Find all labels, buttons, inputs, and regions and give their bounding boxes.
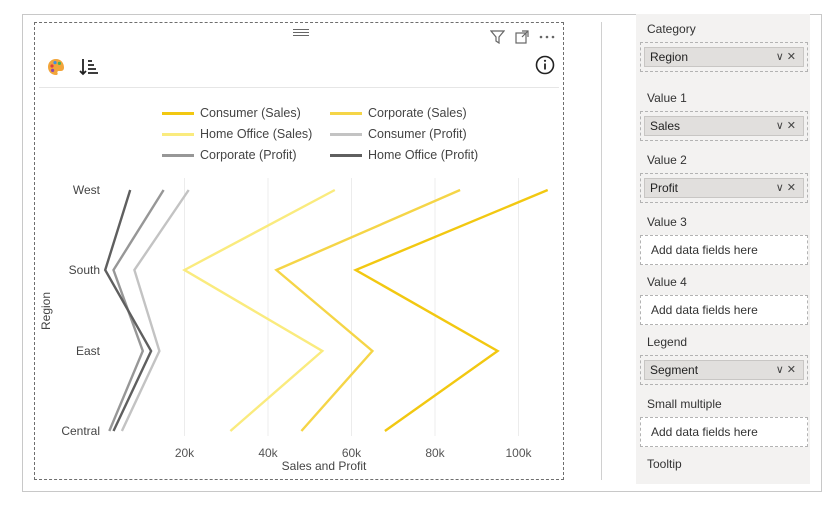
more-options-icon[interactable] xyxy=(539,30,555,44)
legend-item[interactable]: Consumer (Profit) xyxy=(330,127,467,141)
legend-item[interactable]: Corporate (Sales) xyxy=(330,106,467,120)
field-well-placeholder: Add data fields here xyxy=(651,425,758,439)
series-line-home-office-profit[interactable] xyxy=(103,189,153,432)
series-line-corporate-profit[interactable] xyxy=(108,189,165,432)
visual-header-icons xyxy=(490,30,555,44)
field-pill-label: Segment xyxy=(650,363,699,377)
field-well-label: Value 1 xyxy=(647,91,687,105)
field-well-label: Value 3 xyxy=(647,215,687,229)
field-well-value-1[interactable]: Sales ∨✕ xyxy=(640,111,808,141)
visual-container[interactable] xyxy=(34,22,564,480)
legend-swatch xyxy=(162,111,194,115)
pane-divider xyxy=(601,22,602,480)
field-pill-label: Sales xyxy=(650,119,681,133)
chevron-down-and-close-icon[interactable]: ∨✕ xyxy=(775,364,799,376)
x-tick-label: 40k xyxy=(258,446,278,460)
focus-mode-icon[interactable] xyxy=(515,30,529,44)
legend-item[interactable]: Home Office (Sales) xyxy=(162,127,312,141)
y-tick-label: East xyxy=(76,344,101,358)
series-line-corporate-sales[interactable] xyxy=(274,188,461,432)
visual-toolbar xyxy=(39,49,559,88)
field-well-label: Value 2 xyxy=(647,153,687,167)
legend-swatch xyxy=(330,132,362,136)
legend-label: Home Office (Profit) xyxy=(368,148,479,162)
field-well-placeholder: Add data fields here xyxy=(651,243,758,257)
y-tick-label: Central xyxy=(61,424,100,438)
field-well-label: Category xyxy=(647,22,696,36)
chevron-down-and-close-icon[interactable]: ∨✕ xyxy=(775,120,799,132)
field-pill-label: Profit xyxy=(650,181,679,195)
legend-swatch xyxy=(162,153,194,157)
field-well-label: Tooltip xyxy=(647,457,682,471)
y-tick-label: West xyxy=(73,183,101,197)
legend-label: Consumer (Profit) xyxy=(368,127,467,141)
field-well-placeholder: Add data fields here xyxy=(651,303,758,317)
x-tick-label: 20k xyxy=(175,446,195,460)
series-line-home-office-sales[interactable] xyxy=(182,188,336,432)
field-well-legend[interactable]: Segment ∨✕ xyxy=(640,355,808,385)
field-well-small-multiple[interactable]: Add data fields here xyxy=(640,417,808,447)
x-tick-label: 60k xyxy=(342,446,362,460)
info-icon[interactable] xyxy=(535,55,555,75)
y-axis-title: Region xyxy=(39,292,53,330)
chevron-down-and-close-icon[interactable]: ∨✕ xyxy=(775,182,799,194)
palette-icon[interactable] xyxy=(47,58,65,76)
field-well-label: Legend xyxy=(647,335,688,349)
sort-icon[interactable] xyxy=(79,57,99,77)
field-well-label: Value 4 xyxy=(647,275,687,289)
legend-label: Consumer (Sales) xyxy=(200,106,301,120)
legend-label: Corporate (Sales) xyxy=(368,106,467,120)
field-well-value-3[interactable]: Add data fields here xyxy=(640,235,808,265)
legend-swatch xyxy=(162,132,194,136)
legend-label: Corporate (Profit) xyxy=(200,148,297,162)
field-pill[interactable]: Segment ∨✕ xyxy=(644,360,804,380)
x-tick-label: 100k xyxy=(505,446,532,460)
field-pill[interactable]: Sales ∨✕ xyxy=(644,116,804,136)
filter-icon[interactable] xyxy=(490,30,505,44)
field-well-category[interactable]: Region ∨✕ xyxy=(640,42,808,72)
x-tick-label: 80k xyxy=(425,446,445,460)
drag-grip-icon[interactable] xyxy=(293,29,309,37)
field-pill-label: Region xyxy=(650,50,689,64)
field-pill[interactable]: Profit ∨✕ xyxy=(644,178,804,198)
legend-swatch xyxy=(330,111,362,115)
legend-swatch xyxy=(330,153,362,157)
field-pill[interactable]: Region ∨✕ xyxy=(644,47,804,67)
legend-item[interactable]: Home Office (Profit) xyxy=(330,148,478,162)
legend-item[interactable]: Corporate (Profit) xyxy=(162,148,297,162)
fields-pane: Category Region ∨✕ Value 1 Sales ∨✕ Value 2 Pro… xyxy=(636,14,810,484)
series-line-consumer-profit[interactable] xyxy=(120,189,190,432)
chevron-down-and-close-icon[interactable]: ∨✕ xyxy=(775,51,799,63)
legend-label: Home Office (Sales) xyxy=(200,127,313,141)
field-well-label: Small multiple xyxy=(647,397,722,411)
canvas-frame xyxy=(22,14,822,492)
field-well-value-2[interactable]: Profit ∨✕ xyxy=(640,173,808,203)
series-line-consumer-sales[interactable] xyxy=(352,188,549,432)
x-axis-title: Sales and Profit xyxy=(282,459,367,473)
field-well-value-4[interactable]: Add data fields here xyxy=(640,295,808,325)
y-tick-label: South xyxy=(69,263,100,277)
legend-item[interactable]: Consumer (Sales) xyxy=(162,106,301,120)
